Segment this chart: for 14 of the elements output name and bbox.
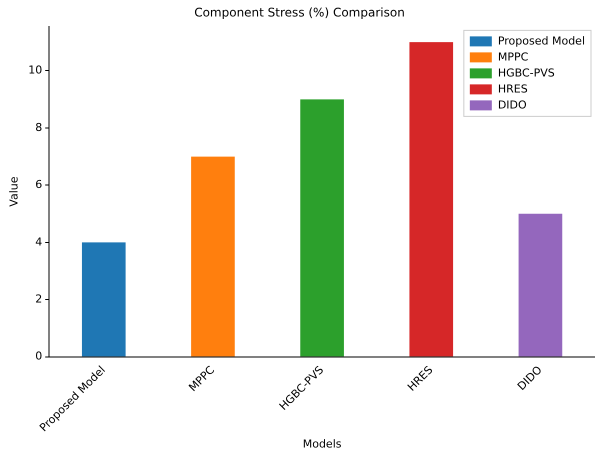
chart-title: Component Stress (%) Comparison	[194, 5, 405, 20]
legend-label: MPPC	[498, 50, 529, 64]
y-tick-label: 2	[35, 292, 42, 306]
y-tick-label: 0	[35, 350, 42, 363]
legend-label: HRES	[498, 82, 528, 96]
legend-label: HGBC-PVS	[498, 66, 555, 80]
legend-label: Proposed Model	[498, 34, 586, 48]
y-tick-label: 8	[35, 120, 42, 134]
legend-label: DIDO	[498, 98, 528, 112]
x-axis-title: Models	[302, 437, 342, 450]
y-tick-label: 4	[35, 235, 42, 248]
y-tick-label: 6	[35, 178, 42, 192]
y-tick-label: 10	[28, 64, 42, 77]
y-axis-title: Value	[7, 176, 20, 207]
